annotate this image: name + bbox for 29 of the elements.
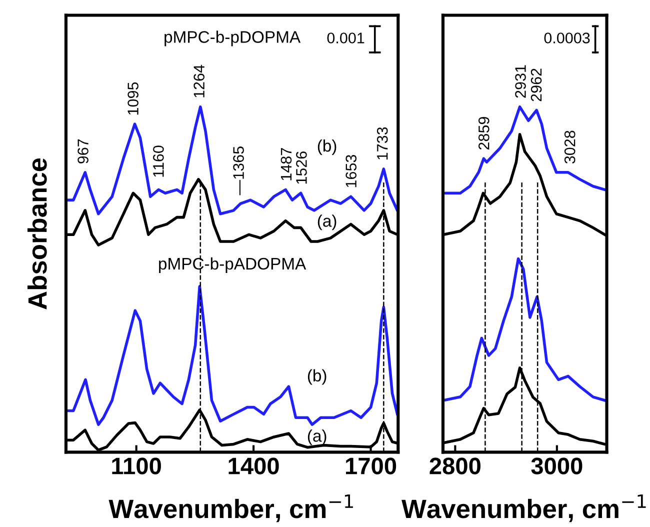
annotation: 1160 — [153, 146, 164, 177]
annotation: 1487 — [280, 148, 292, 180]
annotation: 1526 — [296, 151, 307, 184]
y-axis-title: Absorbance — [27, 158, 47, 310]
x-tick-label: 1700 — [346, 458, 396, 474]
annotation: (b) — [318, 139, 336, 155]
text: 0.001 — [327, 32, 364, 44]
x-tick-label: 1400 — [228, 458, 279, 474]
annotation: 2859 — [478, 117, 490, 150]
annotation: 3028 — [564, 130, 576, 164]
x-tick-label: 1100 — [112, 458, 161, 474]
annotation: 1095 — [128, 82, 138, 115]
annotation: 967 — [78, 139, 88, 164]
annotation: (a) — [308, 430, 326, 446]
annotation: pMPC-b-pADOPMA — [159, 257, 306, 273]
x-tick-label: 3000 — [531, 458, 582, 474]
annotation: 1653 — [346, 154, 357, 188]
annotation: 2962 — [530, 68, 542, 102]
x-axis-title: Wavenumber, cm$^{−1}$ — [108, 494, 353, 522]
x-tick-label: 2800 — [430, 458, 480, 474]
annotation: 2931 — [515, 65, 526, 98]
x-axis-title: Wavenumber, cm$^{−1}$ — [402, 494, 646, 522]
annotation: 1733 — [376, 127, 388, 160]
annotation: (b) — [308, 369, 326, 385]
text: pMPC-b-pDOPMA — [164, 30, 301, 46]
annotation: (a) — [318, 214, 336, 230]
text: 0.0003 — [544, 32, 590, 44]
annotation: 1264 — [194, 64, 204, 98]
annotation: —1365 — [233, 146, 244, 196]
